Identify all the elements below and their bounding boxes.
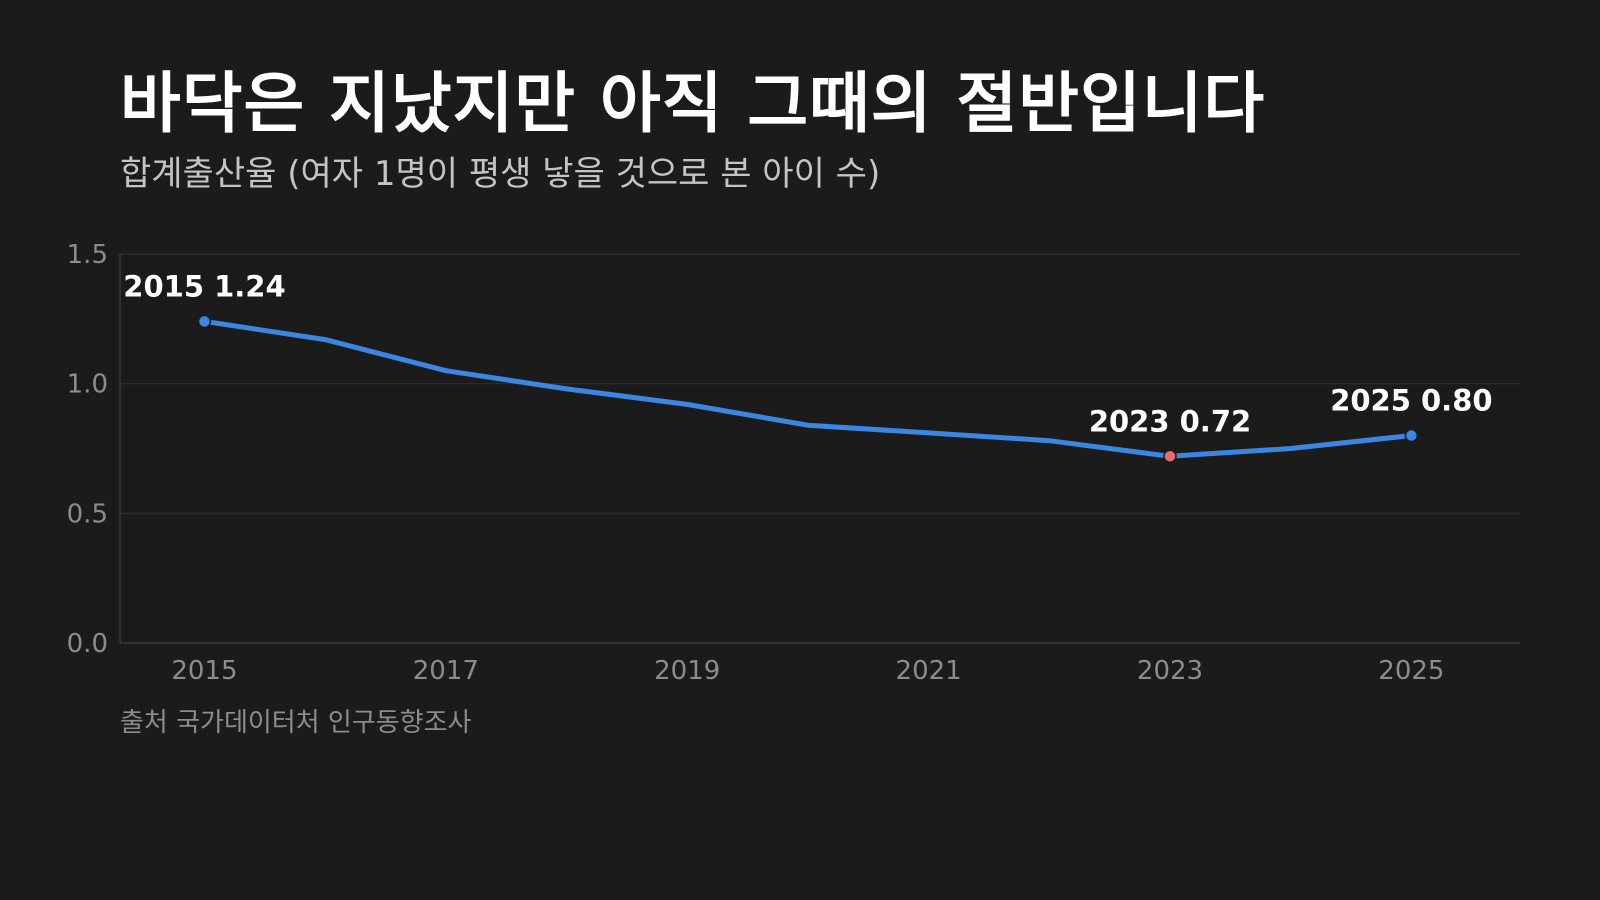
y-tick-label: 0.0 — [67, 629, 108, 659]
x-tick-label: 2023 — [1137, 656, 1203, 686]
data-point-marker — [1163, 449, 1177, 464]
data-point-marker — [1404, 428, 1419, 443]
series-line — [202, 318, 1414, 459]
data-point-label: 2025 0.80 — [1330, 384, 1492, 418]
y-tick-label: 1.5 — [67, 240, 108, 270]
source-note: 출처 국가데이터처 인구동향조사 — [120, 708, 472, 738]
x-tick-label: 2025 — [1378, 656, 1444, 686]
x-tick-label: 2017 — [413, 656, 479, 686]
data-point-label: 2015 1.24 — [123, 269, 285, 303]
x-tick-label: 2019 — [654, 656, 720, 686]
y-tick-label: 1.0 — [67, 370, 108, 400]
chart-subtitle: 합계출산율 (여자 1명이 평생 낳을 것으로 본 아이 수) — [120, 154, 881, 194]
y-tick-label: 0.5 — [67, 499, 108, 529]
x-tick-label: 2015 — [171, 656, 237, 686]
chart-title: 바닥은 지났지만 아직 그때의 절반입니다 — [120, 65, 1266, 142]
data-point-marker — [197, 314, 212, 329]
data-point-label: 2023 0.72 — [1089, 404, 1251, 438]
x-tick-label: 2021 — [896, 656, 962, 686]
